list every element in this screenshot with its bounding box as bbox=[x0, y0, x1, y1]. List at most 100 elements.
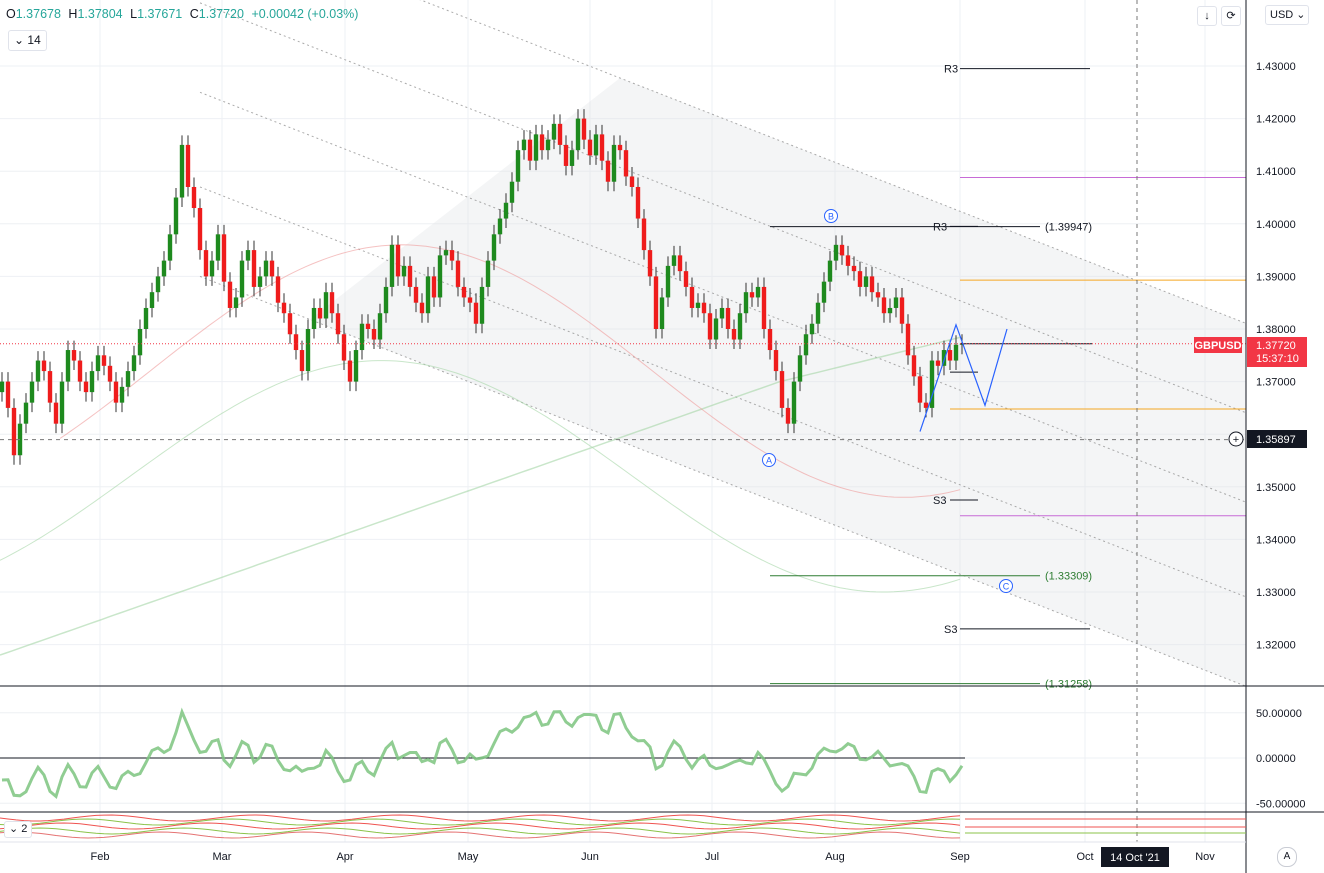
candle-body bbox=[53, 402, 59, 424]
mini-pane-line bbox=[0, 814, 961, 822]
candle-body bbox=[137, 329, 143, 356]
candle-body bbox=[425, 276, 431, 314]
regression-channel-line bbox=[199, 91, 1247, 503]
candle-body bbox=[881, 297, 887, 314]
open-value: 1.37678 bbox=[15, 7, 61, 21]
candle-body bbox=[377, 313, 383, 340]
wave-label-circle bbox=[999, 579, 1013, 593]
candle-body bbox=[41, 360, 47, 372]
projection-path bbox=[919, 322, 1008, 432]
candle-body bbox=[707, 313, 713, 340]
candle-body bbox=[473, 302, 479, 324]
candle-body bbox=[389, 244, 395, 287]
download-icon[interactable]: ↓ bbox=[1197, 6, 1217, 26]
candle-body bbox=[743, 292, 749, 314]
candle-body bbox=[23, 402, 29, 424]
candle-body bbox=[887, 307, 893, 314]
x-tick-label: Sep bbox=[950, 851, 970, 863]
candle-body bbox=[749, 292, 755, 298]
candle-body bbox=[737, 313, 743, 340]
mini-pane-line bbox=[0, 822, 961, 830]
y-tick-label: 1.42000 bbox=[1256, 114, 1296, 126]
auto-scale-button[interactable]: A bbox=[1277, 847, 1297, 867]
y-tick-label: 1.35000 bbox=[1256, 482, 1296, 494]
candle-body bbox=[203, 250, 209, 277]
candle-body bbox=[59, 381, 65, 424]
indicator-collapse-button[interactable]: ⌄ 14 bbox=[8, 30, 47, 51]
x-tick-label: May bbox=[458, 851, 479, 863]
regression-channel-line bbox=[419, 0, 1247, 324]
regression-channel-line bbox=[199, 275, 1247, 687]
x-tick-label: Feb bbox=[91, 851, 110, 863]
candle-body bbox=[557, 123, 563, 145]
ohlc-legend: O1.37678 H1.37804 L1.37671 C1.37720 +0.0… bbox=[6, 7, 362, 21]
candle-body bbox=[245, 250, 251, 261]
candle-body bbox=[449, 250, 455, 261]
candle-body bbox=[575, 118, 581, 151]
indicator-collapse-button-2[interactable]: ⌄ 2 bbox=[4, 821, 33, 838]
x-tick-label: Aug bbox=[825, 851, 845, 863]
candle-body bbox=[731, 329, 737, 340]
candle-body bbox=[869, 276, 875, 293]
candle-body bbox=[311, 307, 317, 329]
candle-body bbox=[533, 134, 539, 161]
candle-body bbox=[551, 123, 557, 140]
candle-body bbox=[269, 260, 275, 277]
symbol-tag-label: GBPUSD bbox=[1194, 340, 1241, 352]
candle-body bbox=[221, 234, 227, 282]
crosshair-price-tag bbox=[1247, 430, 1307, 448]
candle-body bbox=[155, 276, 161, 293]
candle-body bbox=[413, 286, 419, 303]
candle-body bbox=[215, 234, 221, 261]
candle-body bbox=[635, 186, 641, 219]
add-alert-icon bbox=[1228, 431, 1244, 447]
candle-body bbox=[659, 297, 665, 329]
refresh-icon[interactable]: ⟳ bbox=[1221, 6, 1241, 26]
candle-body bbox=[911, 355, 917, 377]
candle-body bbox=[503, 202, 509, 219]
candle-body bbox=[197, 208, 203, 251]
candle-body bbox=[677, 255, 683, 272]
candle-body bbox=[629, 176, 635, 187]
osc-y-tick-label: 50.00000 bbox=[1256, 708, 1302, 720]
candle-body bbox=[293, 334, 299, 351]
candle-body bbox=[179, 144, 185, 198]
candle-body bbox=[791, 381, 797, 424]
candle-body bbox=[353, 350, 359, 382]
candle-body bbox=[125, 371, 131, 387]
osc-y-tick-label: -50.00000 bbox=[1256, 798, 1306, 810]
candle-body bbox=[281, 302, 287, 314]
crosshair-time-tag bbox=[1101, 847, 1169, 867]
candle-body bbox=[341, 334, 347, 361]
y-tick-label: 1.33000 bbox=[1256, 587, 1296, 599]
wave-label: B bbox=[828, 212, 834, 222]
pivot-label: S3 bbox=[944, 624, 957, 636]
candle-body bbox=[263, 260, 269, 277]
currency-select[interactable]: USD ⌄ bbox=[1265, 5, 1309, 25]
candle-body bbox=[941, 350, 947, 366]
candle-body bbox=[335, 313, 341, 335]
candle-body bbox=[917, 376, 923, 403]
candle-body bbox=[767, 329, 773, 351]
candle-body bbox=[527, 139, 533, 161]
candle-body bbox=[323, 292, 329, 319]
last-price-label: 1.37720 bbox=[1256, 340, 1296, 352]
bollinger-lower-line bbox=[0, 360, 961, 593]
candle-body bbox=[545, 139, 551, 151]
x-tick-label: Mar bbox=[213, 851, 232, 863]
candle-body bbox=[581, 118, 587, 140]
x-tick-label: Jun bbox=[581, 851, 599, 863]
candle-body bbox=[299, 350, 305, 372]
candle-body bbox=[641, 218, 647, 251]
symbol-tag bbox=[1194, 337, 1242, 353]
candle-body bbox=[365, 323, 371, 329]
candle-body bbox=[713, 318, 719, 340]
mini-pane-line bbox=[0, 827, 961, 835]
candle-body bbox=[383, 286, 389, 314]
candle-body bbox=[29, 381, 35, 403]
indicator-count-2: 2 bbox=[21, 823, 28, 835]
close-label: C bbox=[189, 7, 199, 21]
candle-body bbox=[251, 250, 257, 287]
candle-body bbox=[359, 323, 365, 351]
